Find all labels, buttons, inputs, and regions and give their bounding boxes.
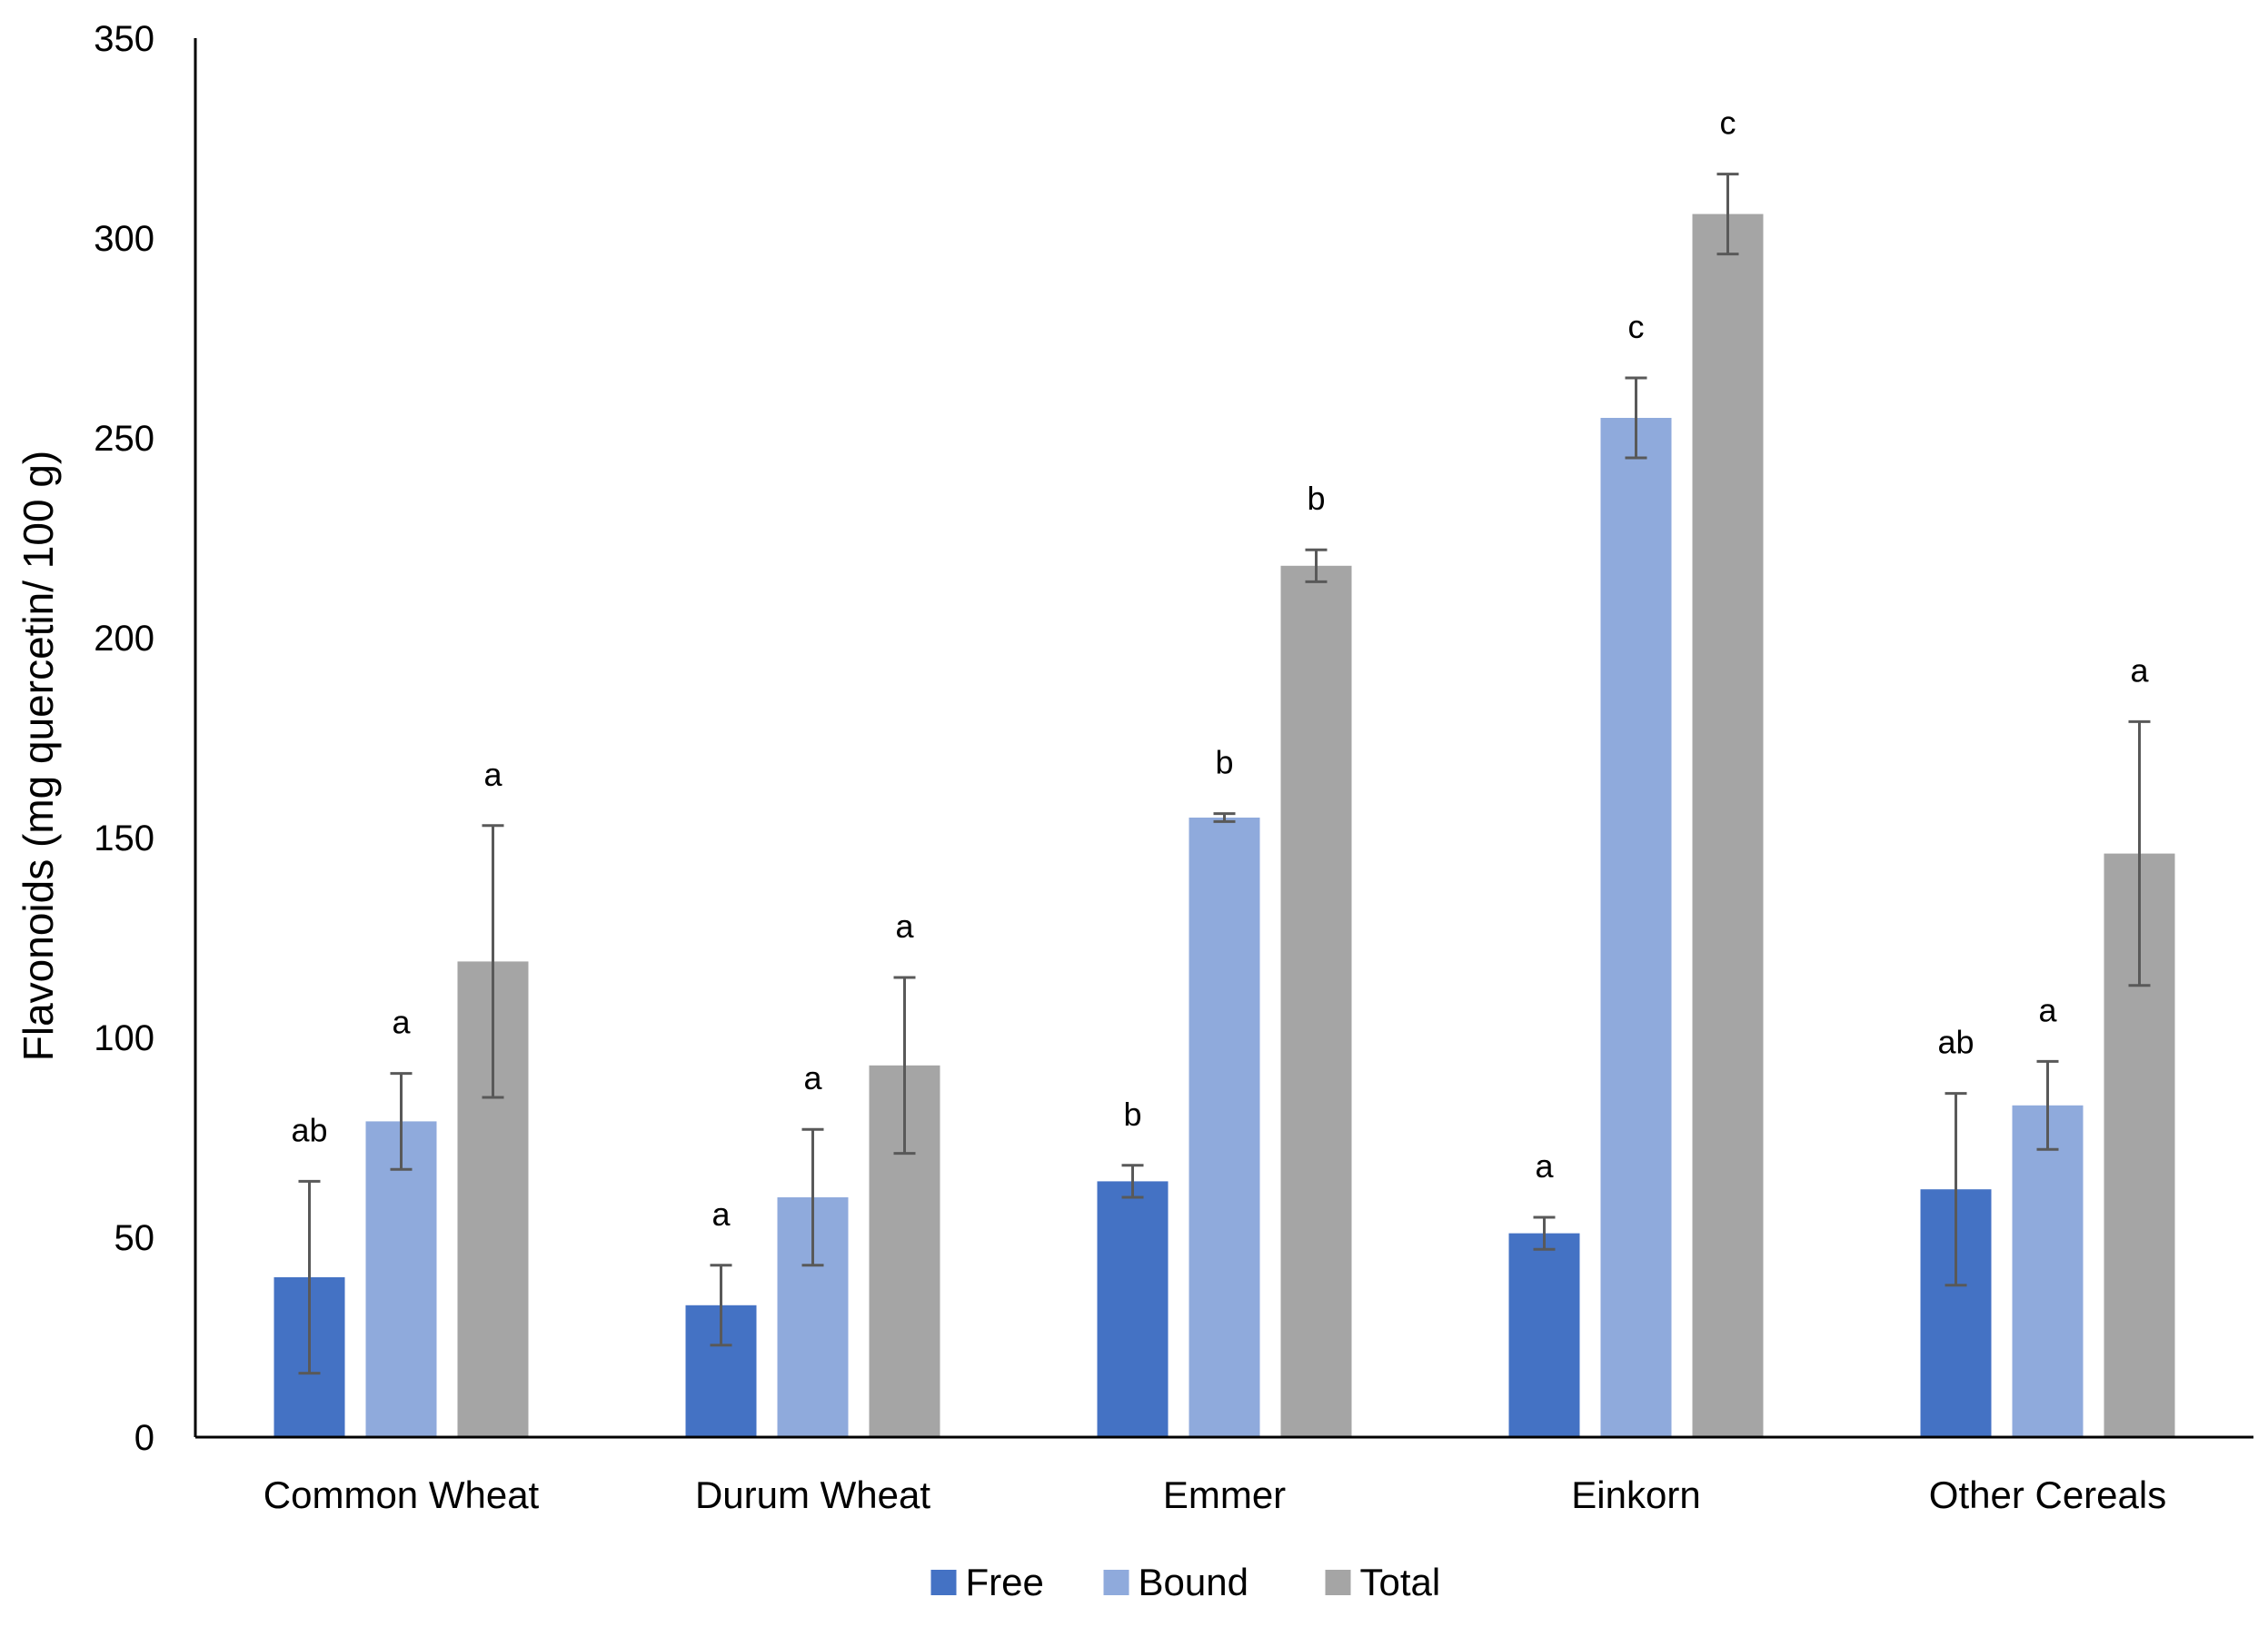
error-bar [1945,1092,1967,1287]
error-bar [1533,1215,1556,1251]
bar-free [1508,1233,1580,1437]
error-bar [2128,719,2151,987]
significance-label: c [1720,104,1736,142]
error-bar [2036,1059,2059,1151]
error-bar [1121,1164,1144,1199]
y-tick-label: 200 [94,619,154,659]
error-bar [1716,173,1739,256]
error-bar [1213,812,1236,823]
significance-label: a [2038,991,2057,1028]
y-tick-label: 100 [94,1018,154,1058]
significance-label: a [2130,651,2149,689]
legend-label-total: Total [1360,1561,1441,1603]
significance-label: b [1215,744,1233,781]
legend-swatch-total [1325,1570,1351,1595]
significance-label: a [392,1004,411,1041]
significance-label: a [711,1196,731,1233]
legend-swatch-bound [1103,1570,1129,1595]
significance-label: a [895,908,914,945]
x-category-label: Emmer [1163,1473,1286,1516]
x-category-label: Common Wheat [264,1473,540,1516]
y-axis-title: Flavonoids (mg quercetin/ 100 g) [15,451,62,1061]
legend-swatch-free [930,1570,957,1595]
error-bar [298,1179,321,1375]
error-bar [710,1264,732,1347]
error-bars [298,173,2151,1375]
y-tick-label: 150 [94,818,154,858]
significance-label: b [1123,1096,1141,1133]
y-axis-ticks: 0 50 100 150 200 250 300 350 [94,19,154,1458]
significance-label: a [803,1059,822,1096]
significance-label: ab [1937,1024,1974,1061]
legend-label-bound: Bound [1139,1561,1248,1603]
significance-label: ab [291,1111,327,1148]
error-bar [1625,376,1647,460]
error-bar [390,1072,413,1171]
y-tick-label: 350 [94,19,154,59]
x-category-label: Einkorn [1571,1473,1700,1516]
error-bar [1305,548,1328,583]
x-axis-category-labels: Common Wheat Durum Wheat Emmer Einkorn Other… [264,1473,2166,1516]
error-bar [801,1127,824,1267]
error-bar [893,976,916,1156]
y-tick-label: 250 [94,419,154,459]
bar-total [1280,565,1352,1437]
bar-total [1692,213,1764,1438]
x-category-label: Durum Wheat [695,1473,930,1516]
bar-bound [2012,1105,2084,1437]
significance-label: a [483,756,502,793]
significance-label: b [1307,480,1325,517]
bar-bound [365,1121,437,1437]
bar-bound [1189,818,1260,1437]
bar-bound [1600,418,1672,1437]
significance-label: a [1535,1147,1554,1185]
bars [274,213,2175,1438]
bar-free [1097,1181,1169,1437]
y-tick-label: 0 [134,1418,154,1458]
error-bar [482,824,504,1099]
x-category-label: Other Cereals [1929,1473,2166,1516]
legend: Free Bound Total [930,1561,1441,1603]
significance-label: c [1628,308,1645,345]
legend-label-free: Free [966,1561,1044,1603]
y-tick-label: 50 [114,1218,155,1258]
y-tick-label: 300 [94,219,154,259]
